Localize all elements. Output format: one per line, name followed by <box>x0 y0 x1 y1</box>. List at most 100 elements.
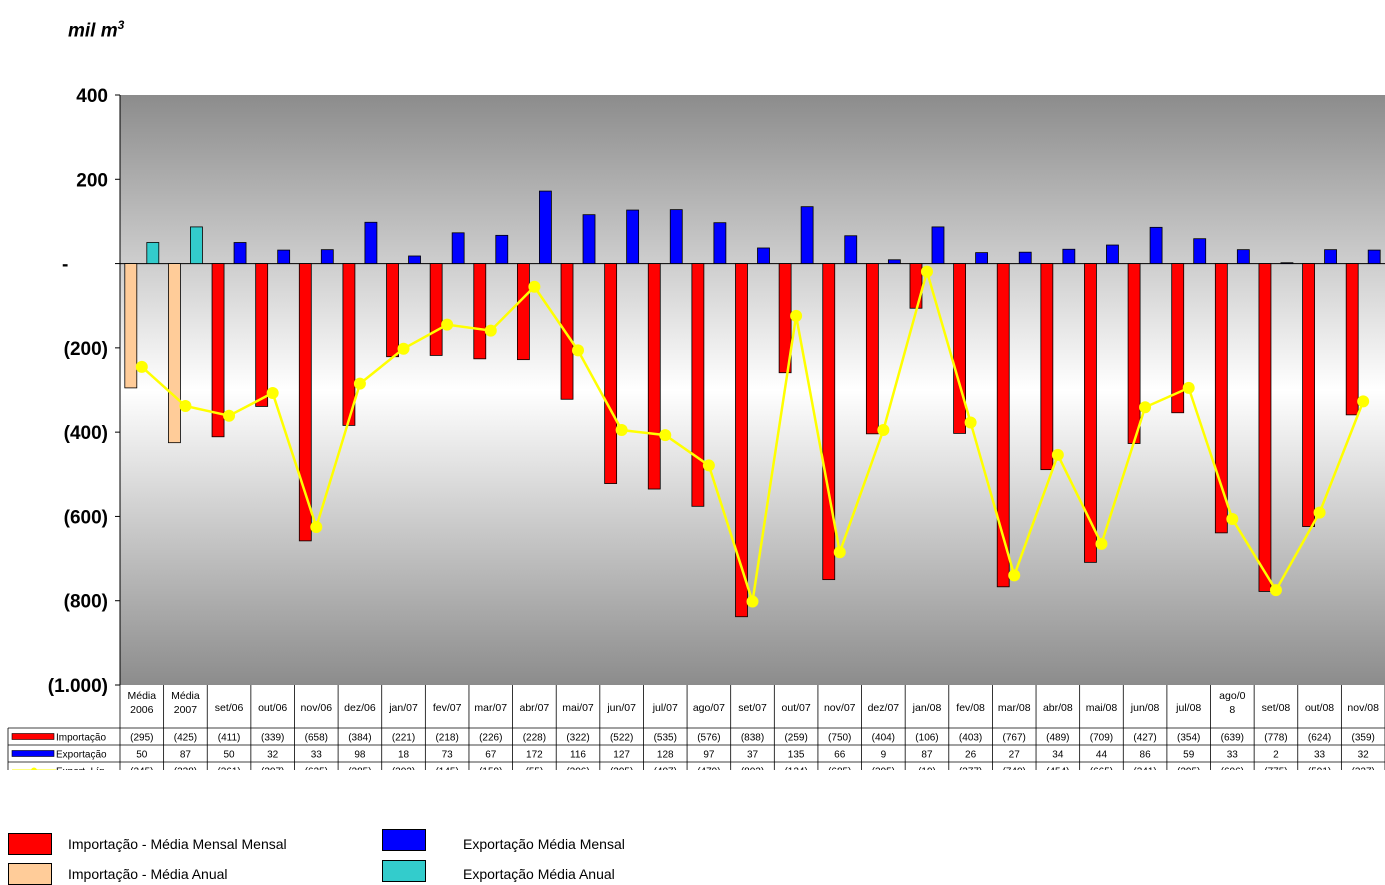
export-bar <box>320 249 334 264</box>
table-cell: (535) <box>654 733 677 744</box>
net-export-point <box>1357 395 1370 408</box>
x-tick-label: out/06 <box>258 702 287 714</box>
table-cell: (639) <box>1221 733 1244 744</box>
x-tick-label: 8 <box>1229 704 1235 716</box>
table-cell: (285) <box>348 767 371 771</box>
export-bar <box>669 209 683 264</box>
table-cell: (522) <box>610 733 633 744</box>
import-bar <box>735 263 748 618</box>
export-bar <box>451 232 465 264</box>
x-tick-label: mar/08 <box>998 702 1031 714</box>
line-layer <box>135 265 1370 608</box>
table-cell: 87 <box>180 750 192 761</box>
y-tick-label: (600) <box>64 507 108 528</box>
export-bar <box>1367 249 1381 264</box>
x-tick-label: out/08 <box>1305 702 1334 714</box>
table-cell: (685) <box>828 767 851 771</box>
table-row-key-marker <box>31 767 37 770</box>
net-export-point <box>528 280 541 293</box>
table-cell: (202) <box>392 767 415 771</box>
net-export-point <box>484 324 497 337</box>
unit-superscript: 3 <box>117 18 125 32</box>
export-bar <box>975 252 989 264</box>
table-cell: (206) <box>566 767 589 771</box>
x-tick-label: dez/06 <box>344 702 376 714</box>
x-tick-label: nov/06 <box>301 702 333 714</box>
table-cell: (665) <box>1090 767 1113 771</box>
data-table: Média 2006 Média 2007 set/06 out/06 nov/06 dez/… <box>7 685 1385 771</box>
x-tick-label: set/06 <box>215 702 244 714</box>
import-bar <box>473 263 487 360</box>
net-export-point <box>1269 584 1282 597</box>
table-cell: (159) <box>479 767 502 771</box>
table-cell: 18 <box>398 750 410 761</box>
export-bar <box>931 226 945 264</box>
import-bar <box>996 263 1010 588</box>
import-bar <box>1127 263 1141 444</box>
x-tick-label: 2007 <box>174 704 198 716</box>
table-cell: (338) <box>174 767 197 771</box>
x-tick-label: mai/08 <box>1086 702 1118 714</box>
table-cell: 32 <box>267 750 279 761</box>
net-export-point <box>877 424 890 437</box>
net-export-point <box>1139 401 1152 414</box>
table-cell: (576) <box>697 733 720 744</box>
x-tick-label: fev/07 <box>433 702 462 714</box>
net-export-point <box>833 546 846 559</box>
export-bar <box>1106 244 1119 264</box>
table-cell: 33 <box>311 750 323 761</box>
import-bar <box>1214 263 1228 534</box>
import-bar <box>386 263 399 358</box>
import-bar <box>647 263 661 490</box>
table-cell: (341) <box>1133 767 1156 771</box>
export-bar <box>364 221 378 264</box>
import-bar <box>255 263 269 407</box>
import-bar <box>429 263 443 356</box>
table-cell: (307) <box>261 767 284 771</box>
import-bar <box>604 263 618 484</box>
import-bar <box>1345 263 1359 416</box>
table-cell: 27 <box>1009 750 1021 761</box>
table-cell: (221) <box>392 733 415 744</box>
table-cell: (489) <box>1046 733 1069 744</box>
table-cell: (411) <box>218 733 241 744</box>
export-bar <box>582 214 596 264</box>
x-tick-label: set/07 <box>738 702 767 714</box>
table-cell: (403) <box>959 733 982 744</box>
x-tick-label: jun/07 <box>606 702 636 714</box>
x-tick-label: abr/07 <box>520 702 550 714</box>
table-cell: (425) <box>174 733 197 744</box>
net-export-point <box>1182 381 1195 394</box>
x-tick-label: mar/07 <box>474 702 507 714</box>
export-bar <box>1018 251 1032 264</box>
x-tick-label: ago/07 <box>693 702 725 714</box>
table-cell: (327) <box>1352 767 1375 771</box>
table-cell: 98 <box>354 750 366 761</box>
x-tick-label: fev/08 <box>956 702 985 714</box>
export-bar <box>233 242 247 264</box>
table-cell: 9 <box>881 750 887 761</box>
import-bar <box>342 263 356 426</box>
net-export-point <box>1008 569 1021 582</box>
table-cell: (295) <box>1177 767 1200 771</box>
x-tick-label: Média <box>171 690 200 702</box>
table-cell: (377) <box>959 767 982 771</box>
y-tick-label: 200 <box>76 170 108 191</box>
export-bar <box>190 226 203 264</box>
table-cell: (228) <box>523 733 546 744</box>
net-export-point <box>310 520 323 533</box>
x-tick-label: 2006 <box>130 704 154 716</box>
export-bar <box>146 242 160 264</box>
table-row-key <box>11 733 55 740</box>
legend-swatch-import-monthly <box>8 833 52 855</box>
x-tick-label: jan/07 <box>388 702 418 714</box>
import-bar <box>560 263 574 400</box>
bars-layer <box>124 190 1381 618</box>
net-export-point <box>572 344 585 357</box>
table-cell: (625) <box>305 767 328 771</box>
table-cell: (838) <box>741 733 764 744</box>
import-bar <box>1040 263 1054 471</box>
y-tick-label: (400) <box>64 423 108 444</box>
net-export-point <box>964 416 977 429</box>
table-cell: (339) <box>261 733 284 744</box>
